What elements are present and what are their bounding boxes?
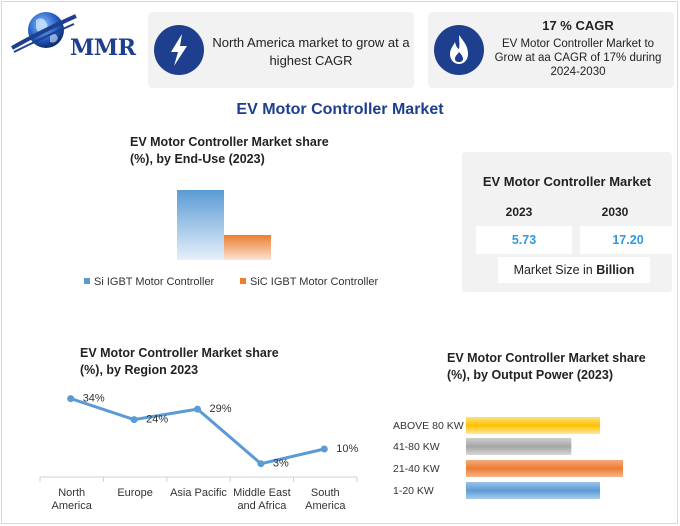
year-2023-label: 2023	[505, 205, 533, 219]
region-tick-label: Europe	[117, 487, 152, 499]
market-size-unit: Market Size in Billion	[498, 257, 650, 283]
output-power-chart-title: EV Motor Controller Market share (%), by…	[447, 351, 646, 382]
legend-swatch	[84, 278, 90, 284]
power-category-label: 21-40 KW	[393, 463, 440, 475]
legend-label: Si IGBT Motor Controller	[94, 276, 215, 288]
region-point	[257, 460, 265, 468]
year-2030-label: 2030	[601, 205, 629, 219]
end-use-bar	[224, 235, 271, 260]
power-category-label: 1-20 KW	[393, 485, 434, 497]
end-use-chart: Si IGBT Motor Controller SiC IGBT Motor C…	[84, 190, 379, 288]
power-bar	[466, 482, 601, 499]
output-power-chart: ABOVE 80 KW 41-80 KW 21-40 KW 1-20 KW	[393, 417, 623, 499]
region-point	[194, 405, 201, 413]
value-2023: 5.73	[476, 226, 572, 254]
unit-bold: Billion	[596, 263, 635, 277]
lightning-icon	[154, 25, 204, 75]
region-chart-title: EV Motor Controller Market share (%), by…	[80, 346, 279, 377]
market-size-title: EV Motor Controller Market	[482, 174, 652, 189]
globe-icon	[11, 12, 77, 53]
flame-icon	[434, 25, 484, 75]
region-chart: 34% 24% 29% 3% 10% North America Europe Asia Pa…	[39, 393, 359, 512]
power-bar	[466, 460, 623, 477]
cagr-headline: 17 % CAGR	[542, 18, 614, 33]
region-point	[67, 395, 75, 403]
region-data-label: 10%	[336, 443, 358, 455]
unit-prefix: Market Size in	[513, 263, 597, 277]
market-size-panel: EV Motor Controller Market 2023 2030 5.7…	[462, 152, 676, 292]
region-data-label: 3%	[273, 458, 289, 470]
region-point	[320, 445, 328, 453]
region-point	[130, 416, 138, 424]
power-bar	[466, 438, 572, 455]
end-use-bar	[177, 190, 224, 260]
page-title: EV Motor Controller Market	[236, 101, 444, 118]
highlight-text: EV Motor Controller Market to Grow at aa…	[494, 38, 662, 78]
region-data-label: 24%	[146, 414, 168, 426]
highlight-card-north-america: North America market to grow at a highes…	[148, 12, 414, 88]
end-use-chart-title: EV Motor Controller Market share (%), by…	[130, 135, 329, 166]
power-bar	[466, 417, 601, 434]
highlight-text: North America market to grow at a highes…	[212, 35, 410, 68]
region-tick-label: South America	[305, 487, 346, 512]
highlight-card-cagr: 17 % CAGR EV Motor Controller Market to …	[428, 12, 674, 88]
region-tick-label: North America	[52, 487, 93, 512]
region-tick-label: Asia Pacific	[170, 487, 227, 499]
region-data-label: 29%	[210, 403, 232, 415]
value-2030: 17.20	[580, 226, 676, 254]
power-category-label: 41-80 KW	[393, 441, 440, 453]
logo-text: MMR	[70, 35, 136, 61]
legend-swatch	[240, 278, 246, 284]
region-data-label: 34%	[83, 393, 105, 405]
region-tick-label: Middle East and Africa	[233, 487, 290, 512]
legend-label: SiC IGBT Motor Controller	[250, 276, 379, 288]
mmr-logo: MMR	[10, 8, 140, 61]
power-category-label: ABOVE 80 KW	[393, 420, 464, 432]
